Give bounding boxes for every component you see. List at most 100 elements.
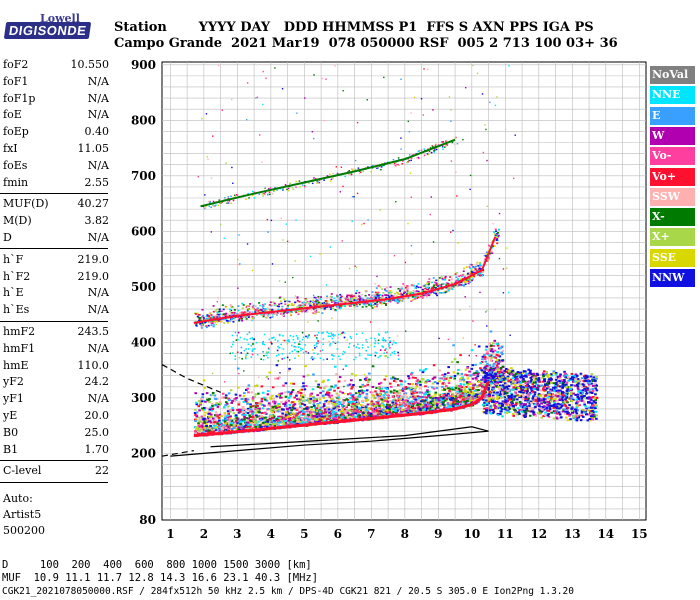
echo-point: [563, 408, 567, 411]
echo-point: [550, 411, 553, 414]
echo-point: [329, 388, 332, 391]
echo-point: [239, 423, 243, 426]
echo-point: [373, 345, 376, 348]
echo-point: [237, 426, 241, 429]
echo-point: [420, 400, 423, 403]
echo-point: [542, 370, 546, 373]
echo-point: [266, 393, 270, 396]
echo-point: [570, 376, 574, 379]
echo-point: [558, 385, 562, 388]
echo-point: [214, 398, 218, 401]
echo-point: [460, 377, 463, 380]
echo-point: [384, 331, 387, 334]
echo-point: [319, 357, 322, 360]
echo-point: [350, 372, 354, 375]
echo-point: [241, 357, 243, 360]
echo-point: [303, 394, 307, 397]
echo-point: [355, 333, 358, 336]
echo-point: [297, 419, 301, 422]
echo-point: [559, 389, 562, 392]
y-tick-label: 800: [131, 113, 156, 127]
echo-point: [218, 413, 222, 416]
echo-point: [339, 401, 342, 404]
echo-point: [292, 338, 295, 341]
echo-point: [469, 387, 473, 390]
echo-point: [483, 407, 486, 410]
echo-point: [565, 416, 568, 419]
echo-point: [315, 345, 318, 348]
echo-point: [511, 369, 515, 372]
echo-point: [430, 281, 433, 284]
echo-point: [300, 407, 304, 410]
echo-point: [594, 380, 597, 383]
echo-point: [300, 394, 304, 397]
echo-point: [372, 397, 376, 400]
echo-point: [450, 386, 454, 389]
echo-point: [372, 410, 375, 413]
y-tick-label: 300: [131, 391, 156, 405]
echo-point: [537, 399, 541, 402]
echo-point: [330, 332, 333, 334]
echo-point: [296, 412, 300, 415]
echo-point: [314, 406, 317, 409]
echo-point: [357, 406, 361, 409]
echo-point: [435, 387, 439, 390]
y-tick-label: 600: [131, 224, 156, 238]
echo-point: [447, 371, 450, 374]
echo-point: [253, 338, 256, 340]
echo-point: [539, 389, 543, 392]
echo-point: [378, 393, 382, 396]
echo-point: [268, 371, 272, 374]
echo-point: [574, 378, 578, 381]
echo-point: [588, 397, 591, 400]
echo-point: [292, 382, 296, 385]
echo-point: [415, 391, 419, 394]
echo-point: [335, 409, 338, 412]
echo-point: [202, 418, 205, 421]
echo-point: [310, 406, 313, 409]
echo-point: [242, 418, 245, 421]
echo-point: [218, 419, 221, 422]
echo-point: [446, 392, 450, 395]
param-label: hmF2: [3, 325, 36, 338]
echo-point: [227, 428, 230, 431]
echo-point: [245, 425, 249, 428]
echo-point: [358, 354, 361, 357]
echo-point: [443, 377, 447, 380]
echo-point: [307, 335, 309, 337]
echo-point: [290, 420, 293, 423]
echo-point: [261, 391, 265, 394]
echo-point: [204, 411, 207, 414]
echo-point: [202, 430, 206, 433]
echo-point: [451, 392, 455, 395]
echo-point: [289, 334, 292, 337]
echo-point: [353, 396, 357, 399]
echo-point: [509, 395, 513, 398]
echo-point: [460, 386, 464, 389]
echo-point: [570, 384, 573, 387]
echo-point: [485, 345, 489, 348]
echo-point: [481, 390, 484, 393]
echo-point: [505, 403, 508, 406]
echo-point: [489, 349, 493, 352]
x-tick-label: 8: [401, 527, 409, 541]
echo-point: [496, 344, 500, 347]
parameter-panel: foF2 10.550 foF1 N/A foF1p N/A foE N/A foEp 0.40 f…: [0, 58, 110, 537]
echo-point: [349, 335, 352, 338]
echo-point: [327, 335, 330, 338]
echo-point: [329, 343, 332, 345]
echo-point: [515, 402, 518, 405]
echo-point: [506, 377, 509, 380]
param-label: yE: [3, 409, 18, 422]
echo-point: [531, 397, 535, 400]
echo-point: [361, 383, 365, 386]
echo-point: [533, 385, 536, 388]
echo-point: [254, 420, 258, 423]
echo-point: [198, 420, 201, 423]
echo-point: [197, 405, 200, 408]
echo-point: [352, 383, 355, 386]
echo-point: [416, 404, 419, 407]
echo-point: [393, 341, 396, 344]
echo-point: [248, 331, 251, 334]
echo-point: [273, 336, 275, 339]
